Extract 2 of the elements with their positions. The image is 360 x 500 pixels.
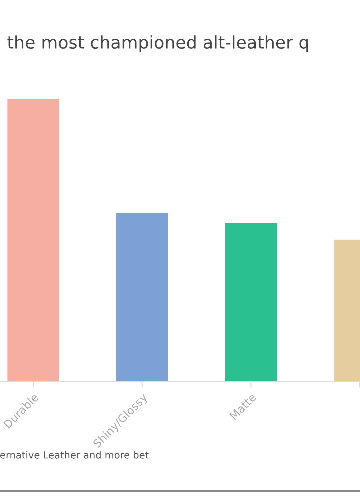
text: ernative Leather and more bet bbox=[0, 451, 149, 459]
chart-title: the most championed alt-leather q bbox=[8, 36, 308, 52]
